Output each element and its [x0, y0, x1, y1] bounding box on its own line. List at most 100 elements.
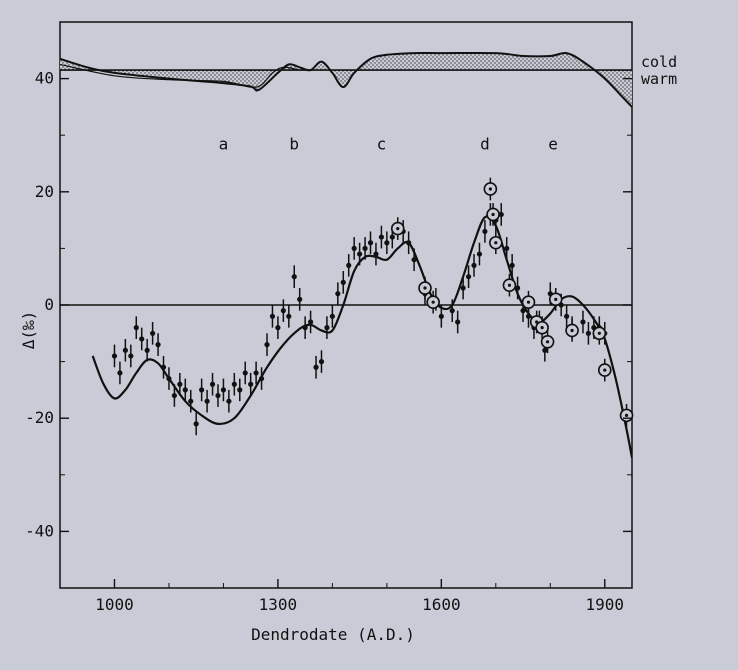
- point-marker: [373, 251, 379, 257]
- x-tick-label: 1900: [585, 595, 624, 614]
- circled-point: [483, 177, 498, 201]
- point-marker: [155, 342, 161, 348]
- point-marker: [258, 375, 265, 382]
- circle-center: [507, 283, 512, 287]
- point-marker: [525, 313, 532, 319]
- data-point: [166, 367, 172, 390]
- circled-point: [548, 288, 563, 311]
- point-marker: [297, 296, 303, 302]
- data-point: [318, 350, 325, 373]
- point-marker: [367, 240, 374, 246]
- data-point: [438, 305, 444, 328]
- data-point: [378, 225, 385, 249]
- point-marker: [438, 313, 444, 319]
- point-marker: [498, 211, 504, 218]
- point-marker: [237, 387, 243, 393]
- circle-center: [597, 331, 601, 335]
- circled-point: [597, 358, 612, 382]
- point-marker: [542, 347, 548, 353]
- circle-center: [396, 226, 400, 231]
- x-tick-label: 1600: [422, 595, 461, 614]
- point-marker: [253, 370, 259, 376]
- point-marker: [111, 353, 118, 359]
- data-point: [335, 282, 341, 305]
- data-point: [177, 372, 183, 396]
- warm-label: warm: [641, 70, 677, 88]
- point-marker: [455, 319, 461, 325]
- data-point: [139, 327, 145, 351]
- point-marker: [171, 392, 177, 399]
- point-marker: [122, 347, 128, 353]
- point-marker: [460, 285, 466, 291]
- temperature-panel: [60, 51, 632, 108]
- point-marker: [226, 398, 232, 404]
- cold-warm-shading: [60, 52, 632, 107]
- point-marker: [329, 313, 335, 319]
- circle-center: [526, 300, 531, 304]
- data-point: [455, 310, 461, 334]
- data-point: [111, 344, 118, 368]
- data-point: [340, 271, 346, 294]
- y-tick-label: 40: [35, 69, 54, 88]
- y-tick-label: 20: [35, 182, 54, 201]
- point-marker: [585, 330, 592, 336]
- data-point: [253, 361, 259, 385]
- data-point: [504, 237, 510, 260]
- point-marker: [177, 381, 183, 387]
- data-point: [188, 389, 194, 413]
- circled-point: [535, 316, 549, 339]
- data-point: [465, 265, 472, 289]
- point-marker: [482, 228, 488, 235]
- period-letter-e: e: [548, 134, 558, 153]
- data-point: [329, 305, 335, 328]
- point-marker: [264, 342, 270, 348]
- point-marker: [509, 262, 515, 268]
- period-letter-a: a: [219, 134, 229, 153]
- data-point: [286, 305, 292, 328]
- circled-points: [390, 177, 634, 427]
- circled-point: [390, 217, 405, 240]
- temperature-curve: [60, 51, 632, 108]
- data-point: [133, 316, 139, 339]
- point-marker: [389, 234, 395, 240]
- point-marker: [307, 319, 314, 325]
- point-marker: [220, 387, 227, 393]
- data-point: [226, 389, 232, 413]
- point-marker: [378, 234, 385, 240]
- circled-point: [502, 273, 517, 297]
- point-marker: [302, 325, 308, 331]
- data-point: [460, 276, 466, 300]
- point-marker: [139, 336, 145, 342]
- data-point: [585, 321, 592, 345]
- circle-center: [488, 187, 492, 191]
- point-marker: [160, 364, 167, 370]
- data-point: [150, 321, 156, 345]
- circle-center: [603, 368, 607, 372]
- point-marker: [286, 313, 292, 319]
- cold-label: cold: [641, 53, 677, 71]
- x-axis-label: Dendrodate (A.D.): [251, 625, 415, 644]
- data-point: [209, 372, 216, 396]
- data-point: [160, 355, 167, 379]
- point-marker: [465, 274, 472, 280]
- circled-point: [486, 203, 500, 226]
- data-point: [564, 305, 570, 328]
- point-marker: [476, 251, 483, 257]
- point-marker: [357, 251, 363, 257]
- data-point: [264, 333, 270, 356]
- data-point: [144, 338, 150, 362]
- data-point: [476, 242, 483, 266]
- point-marker: [313, 364, 319, 370]
- point-marker: [150, 330, 156, 336]
- point-marker: [520, 308, 526, 314]
- circle-center: [423, 286, 427, 290]
- point-marker: [411, 257, 417, 263]
- point-marker: [166, 375, 172, 382]
- point-marker: [318, 359, 325, 365]
- circle-center: [494, 241, 498, 245]
- point-marker: [280, 308, 286, 314]
- data-point: [275, 316, 281, 339]
- point-marker: [275, 325, 281, 331]
- data-point: [122, 338, 128, 362]
